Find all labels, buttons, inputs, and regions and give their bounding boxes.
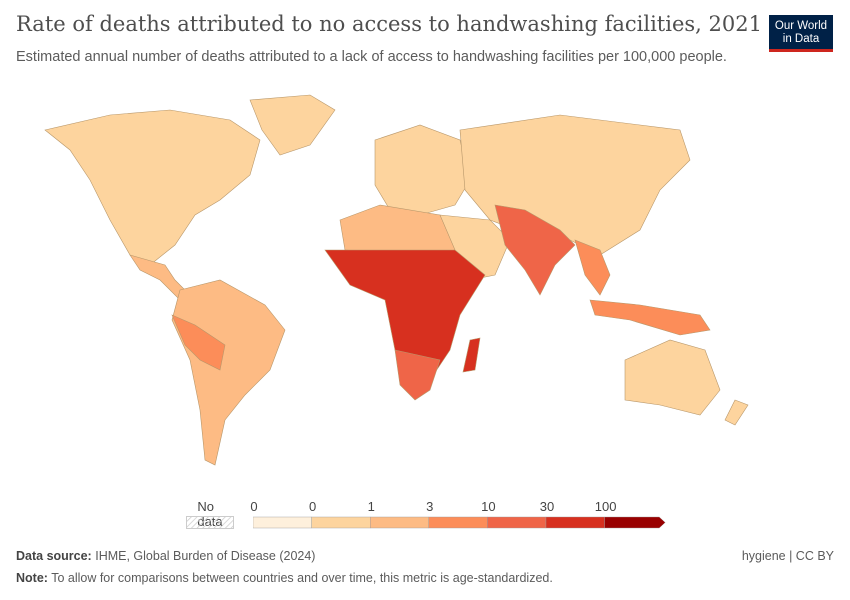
legend-tick-label: 0 bbox=[308, 499, 317, 514]
legend-bin[interactable] bbox=[545, 516, 605, 529]
page-title: Rate of deaths attributed to no access t… bbox=[16, 12, 762, 36]
region-south-america[interactable] bbox=[171, 279, 286, 466]
note: Note: To allow for comparisons between c… bbox=[16, 571, 553, 585]
region-north-africa[interactable] bbox=[339, 204, 456, 256]
license[interactable]: hygiene | CC BY bbox=[741, 549, 834, 563]
legend-tick-label: 3 bbox=[426, 499, 434, 514]
legend-bin[interactable] bbox=[428, 516, 488, 529]
region-southern-africa[interactable] bbox=[394, 349, 441, 401]
region-madagascar[interactable] bbox=[462, 337, 481, 373]
legend-bin[interactable] bbox=[487, 516, 547, 529]
note-label: Note: bbox=[16, 571, 48, 585]
subtitle: Estimated annual number of deaths attrib… bbox=[16, 49, 727, 65]
legend-tick-label: 100 bbox=[594, 499, 617, 514]
region-indonesia[interactable] bbox=[589, 299, 711, 336]
legend-bin[interactable] bbox=[311, 516, 371, 529]
legend-tick-label: 10 bbox=[481, 499, 496, 514]
source-text[interactable]: IHME, Global Burden of Disease (2024) bbox=[95, 549, 316, 563]
region-north-america[interactable] bbox=[44, 109, 261, 266]
legend-tick-label: 1 bbox=[367, 499, 375, 514]
region-new-zealand[interactable] bbox=[724, 399, 749, 426]
region-europe[interactable] bbox=[374, 124, 471, 216]
owid-logo[interactable]: Our World in Data bbox=[769, 15, 833, 52]
world-map[interactable] bbox=[0, 80, 850, 490]
legend-tick-label: 30 bbox=[539, 499, 555, 514]
legend-bin[interactable] bbox=[604, 516, 666, 529]
legend-bin[interactable] bbox=[369, 516, 429, 529]
region-southeast-asia[interactable] bbox=[574, 239, 611, 296]
legend-tick-label: 0 bbox=[250, 499, 258, 514]
source-label: Data source: bbox=[16, 549, 92, 563]
region-south-asia[interactable] bbox=[494, 204, 576, 296]
legend-bin[interactable] bbox=[253, 516, 312, 529]
legend-no-data-swatch[interactable] bbox=[186, 516, 236, 530]
legend-color-bins bbox=[253, 516, 666, 529]
data-source: Data source: IHME, Global Burden of Dise… bbox=[16, 549, 315, 563]
region-australia[interactable] bbox=[624, 339, 721, 416]
region-greenland[interactable] bbox=[249, 94, 336, 156]
region-peru-bolivia[interactable] bbox=[171, 314, 226, 371]
note-text: To allow for comparisons between countri… bbox=[51, 571, 553, 585]
